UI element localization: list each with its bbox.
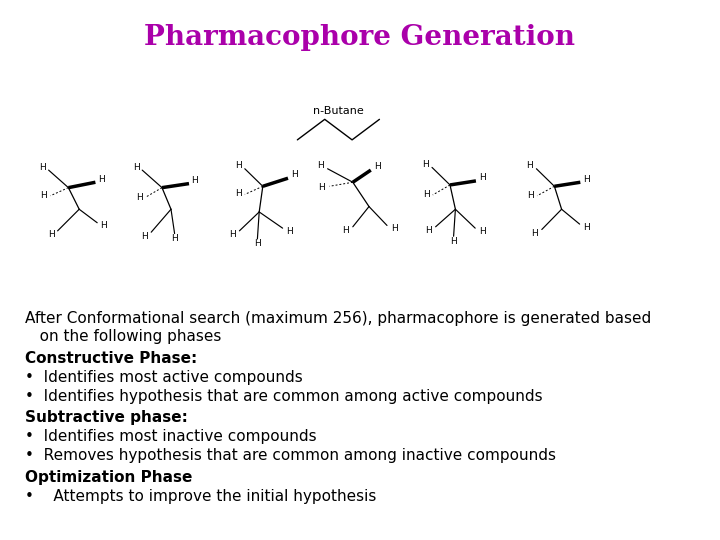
Text: H: H	[254, 239, 261, 248]
Text: on the following phases: on the following phases	[25, 329, 222, 345]
Text: H: H	[582, 223, 590, 232]
Text: •  Identifies hypothesis that are common among active compounds: • Identifies hypothesis that are common …	[25, 389, 543, 404]
Text: H: H	[140, 232, 148, 241]
Text: H: H	[171, 234, 178, 243]
Text: H: H	[235, 190, 242, 198]
Text: H: H	[450, 237, 457, 246]
Text: H: H	[531, 229, 538, 238]
Text: H: H	[40, 191, 48, 200]
Text: H: H	[229, 231, 235, 239]
Text: H: H	[374, 162, 381, 171]
Text: H: H	[136, 193, 143, 201]
Text: •    Attempts to improve the initial hypothesis: • Attempts to improve the initial hypoth…	[25, 489, 377, 504]
Text: H: H	[317, 161, 324, 170]
Text: H: H	[291, 171, 298, 179]
Text: H: H	[342, 226, 349, 235]
Text: •  Identifies most active compounds: • Identifies most active compounds	[25, 370, 303, 385]
Text: H: H	[318, 183, 325, 192]
Text: H: H	[526, 161, 534, 170]
Text: •  Identifies most inactive compounds: • Identifies most inactive compounds	[25, 429, 317, 444]
Text: H: H	[422, 160, 429, 168]
Text: n-Butane: n-Butane	[313, 106, 364, 116]
Text: Subtractive phase:: Subtractive phase:	[25, 410, 188, 426]
Text: H: H	[423, 191, 430, 199]
Text: H: H	[479, 173, 486, 182]
Text: H: H	[39, 163, 46, 172]
Text: H: H	[583, 175, 590, 184]
Text: After Conformational search (maximum 256), pharmacophore is generated based: After Conformational search (maximum 256…	[25, 310, 652, 326]
Text: •  Removes hypothesis that are common among inactive compounds: • Removes hypothesis that are common amo…	[25, 448, 557, 463]
Text: H: H	[99, 175, 105, 184]
Text: H: H	[391, 224, 397, 233]
Text: Constructive Phase:: Constructive Phase:	[25, 351, 197, 366]
Text: Optimization Phase: Optimization Phase	[25, 470, 192, 485]
Text: H: H	[235, 161, 242, 170]
Text: Pharmacophore Generation: Pharmacophore Generation	[145, 24, 575, 51]
Text: H: H	[479, 227, 486, 236]
Text: H: H	[48, 231, 55, 239]
Text: H: H	[528, 191, 534, 200]
Text: H: H	[425, 226, 432, 235]
Text: H: H	[287, 227, 293, 236]
Text: H: H	[132, 163, 140, 172]
Text: H: H	[100, 221, 107, 230]
Text: H: H	[191, 177, 198, 185]
